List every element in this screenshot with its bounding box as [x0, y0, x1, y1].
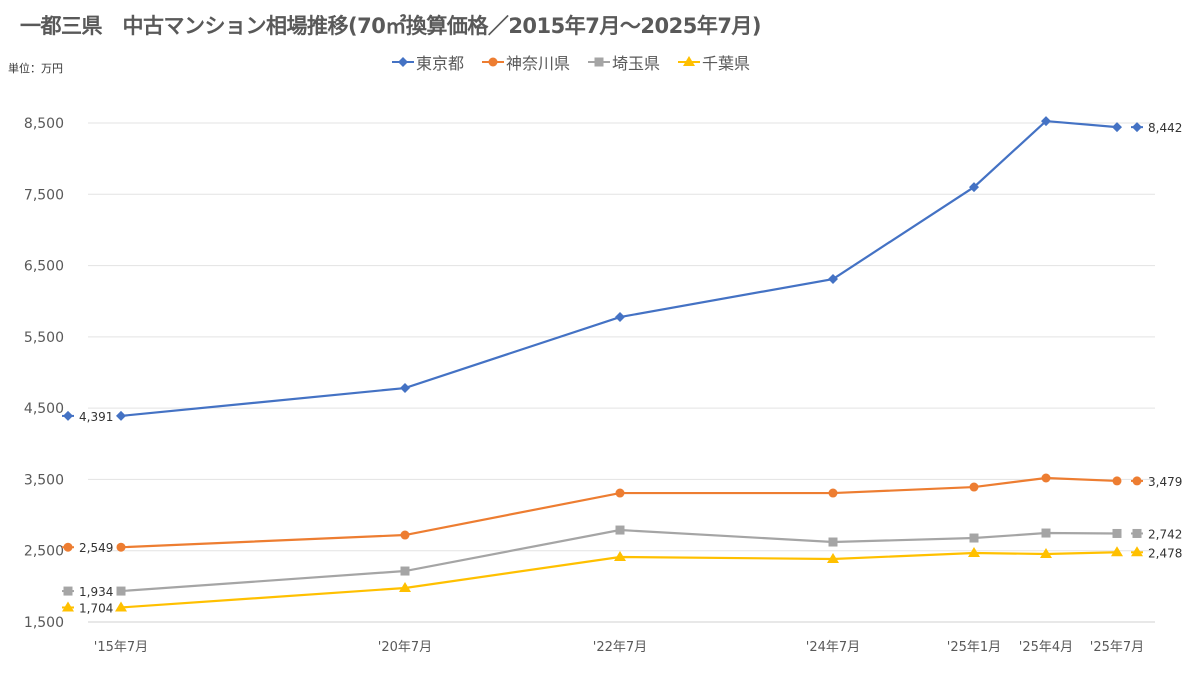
legend-marker	[683, 56, 696, 66]
circle-marker-icon	[482, 57, 505, 67]
data-point	[400, 566, 410, 576]
data-point	[399, 581, 411, 592]
data-point	[969, 533, 979, 543]
y-tick-label: 3,500	[24, 472, 64, 488]
legend-label: 千葉県	[702, 54, 751, 73]
y-tick-label: 1,500	[24, 615, 64, 631]
end-data-label: 8,442	[1148, 121, 1182, 135]
unit-label: 単位：万円	[8, 62, 63, 75]
x-tick-label: '24年7月	[806, 640, 860, 655]
y-tick-label: 6,500	[24, 259, 64, 275]
data-point	[400, 383, 410, 394]
legend-label: 東京都	[416, 54, 465, 73]
label-key-marker	[1132, 122, 1142, 133]
legend-marker	[398, 57, 408, 67]
label-key-marker	[1131, 546, 1143, 557]
legend-item: 東京都	[392, 50, 464, 74]
data-point	[1111, 546, 1123, 557]
x-tick-label: '20年7月	[378, 640, 432, 655]
legend-marker	[594, 57, 604, 67]
series-square: 1,934 2,742	[62, 525, 1182, 599]
data-point	[969, 182, 979, 193]
data-point	[615, 312, 625, 323]
chart-title: 一都三県 中古マンション相場推移(70㎡換算価格／2015年7月～2025年7月…	[20, 14, 762, 38]
data-point	[1041, 473, 1051, 483]
series-triangle: 1,704 2,478	[62, 546, 1182, 615]
y-tick-label: 4,500	[24, 401, 64, 417]
label-key-marker	[63, 586, 73, 596]
label-key-marker	[63, 410, 73, 421]
data-point	[1112, 476, 1122, 486]
start-data-label: 1,704	[79, 601, 113, 615]
end-data-label: 2,742	[1148, 527, 1182, 541]
series-circle: 2,549 3,479	[62, 473, 1182, 555]
legend-item: 埼玉県	[588, 50, 660, 74]
x-tick-label: '22年7月	[593, 640, 647, 655]
data-point	[614, 550, 626, 561]
series-line	[120, 476, 1118, 549]
data-point	[1112, 122, 1122, 133]
data-point	[400, 530, 410, 540]
triangle-marker-icon	[678, 56, 701, 66]
data-point	[1112, 528, 1122, 538]
data-point	[1041, 116, 1051, 127]
legend-marker	[488, 57, 498, 67]
data-point	[615, 525, 625, 535]
end-data-label: 3,479	[1148, 475, 1182, 489]
data-point	[828, 274, 838, 285]
legend: 東京都 神奈川県 埼玉県 千葉県	[392, 50, 750, 74]
data-point	[828, 488, 838, 498]
series-line	[120, 119, 1118, 418]
data-point	[115, 601, 127, 612]
diamond-marker-icon	[392, 57, 414, 67]
y-tick-label: 2,500	[24, 544, 64, 560]
start-data-label: 2,549	[79, 541, 113, 555]
legend-item: 神奈川県	[482, 50, 570, 74]
data-point	[116, 542, 126, 552]
label-key-marker	[63, 542, 73, 552]
x-tick-label: '25年7月	[1090, 640, 1144, 655]
data-point	[827, 552, 839, 563]
data-point	[969, 482, 979, 492]
series-diamond: 4,391 8,442	[62, 116, 1182, 424]
y-tick-label: 7,500	[24, 187, 64, 203]
y-tick-label: 5,500	[24, 330, 64, 346]
x-tick-label: '25年1月	[947, 640, 1001, 655]
square-marker-icon	[588, 57, 611, 67]
start-data-label: 1,934	[79, 585, 113, 599]
x-tick-label: '25年4月	[1019, 640, 1073, 655]
data-point	[116, 410, 126, 421]
data-point	[116, 586, 126, 596]
data-point	[615, 488, 625, 498]
legend-label: 埼玉県	[612, 54, 661, 73]
data-point	[828, 537, 838, 547]
label-key-marker	[1132, 528, 1142, 538]
legend-item: 千葉県	[678, 50, 750, 74]
start-data-label: 4,391	[79, 410, 113, 424]
data-point	[1040, 547, 1052, 558]
y-tick-label: 8,500	[24, 116, 64, 132]
legend-label: 神奈川県	[506, 54, 571, 73]
x-tick-label: '15年7月	[94, 640, 148, 655]
data-point	[968, 546, 980, 557]
data-point	[1041, 528, 1051, 538]
end-data-label: 2,478	[1148, 546, 1182, 560]
label-key-marker	[1132, 476, 1142, 486]
label-key-marker	[62, 601, 74, 612]
